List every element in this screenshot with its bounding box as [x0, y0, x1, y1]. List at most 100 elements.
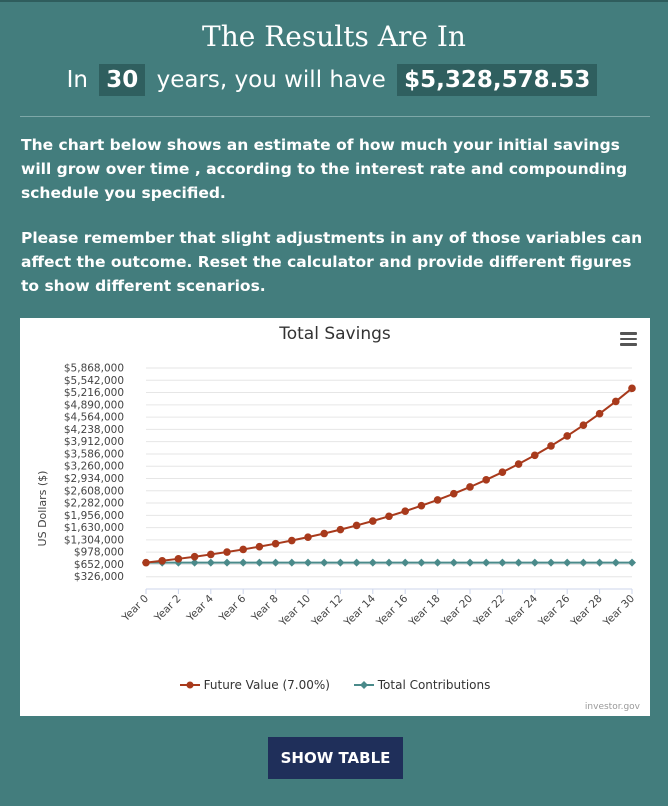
- data-point: [547, 442, 555, 450]
- data-point: [628, 384, 636, 393]
- data-point: [628, 558, 636, 567]
- data-point: [190, 552, 199, 561]
- y-tick-label: $4,890,000: [64, 399, 124, 411]
- data-point: [385, 512, 393, 521]
- data-point: [385, 558, 393, 567]
- data-point: [368, 558, 377, 567]
- data-point: [579, 421, 588, 429]
- data-point: [223, 548, 231, 556]
- chart-plot-area: $326,000$652,000$978,000$1,304,000$1,630…: [36, 363, 637, 630]
- top-border: [0, 0, 668, 2]
- legend-item-future-value[interactable]: Future Value (7.00%): [179, 678, 330, 692]
- data-point: [595, 409, 604, 418]
- data-point: [482, 558, 491, 567]
- data-point: [433, 558, 442, 567]
- y-tick-label: $978,000: [74, 547, 124, 559]
- data-point: [223, 558, 231, 567]
- data-point: [304, 558, 312, 567]
- y-tick-label: $1,956,000: [64, 510, 124, 522]
- data-point: [352, 558, 361, 567]
- page-title: The Results Are In: [202, 20, 466, 53]
- chart-title: Total Savings: [279, 324, 391, 344]
- reminder-paragraph: Please remember that slight adjustments …: [21, 229, 643, 295]
- x-tick-label: Year 20: [438, 593, 475, 630]
- data-point: [320, 558, 329, 567]
- summary-prefix: In: [66, 67, 88, 93]
- data-point: [466, 558, 474, 567]
- data-point: [498, 558, 507, 567]
- divider: [20, 116, 650, 117]
- x-tick-label: Year 30: [600, 593, 637, 630]
- years-value: 30: [99, 64, 146, 96]
- y-tick-label: $2,282,000: [64, 498, 124, 510]
- chart-legend: Future Value (7.00%) Total Contributions: [20, 678, 650, 693]
- x-tick-label: Year 28: [568, 593, 605, 630]
- x-tick-label: Year 6: [216, 592, 248, 624]
- data-point: [174, 555, 183, 563]
- legend-item-total-contributions[interactable]: Total Contributions: [353, 678, 490, 692]
- data-point: [336, 558, 345, 567]
- results-summary: In 30 years, you will have $5,328,578.53: [0, 64, 668, 97]
- x-tick-label: Year 10: [276, 593, 313, 630]
- data-point: [288, 536, 296, 545]
- chart-container: Total Savings $326,000 $652,000 $978,000 $1…: [20, 318, 650, 716]
- y-tick-label: $5,868,000: [64, 363, 124, 375]
- explanation-paragraph: The chart below shows an estimate of how…: [21, 136, 628, 202]
- x-tick-label: Year 26: [536, 592, 573, 629]
- x-tick-label: Year 4: [184, 592, 216, 624]
- y-tick-label: $5,542,000: [64, 375, 124, 387]
- x-tick-label: Year 18: [406, 593, 443, 630]
- data-point: [611, 558, 620, 567]
- data-point: [531, 451, 539, 460]
- y-tick-label: $1,304,000: [64, 534, 124, 546]
- legend-marker-total-contributions: [353, 681, 374, 689]
- final-amount: $5,328,578.53: [397, 64, 598, 96]
- data-point: [369, 517, 377, 525]
- y-tick-label: $5,216,000: [64, 387, 124, 399]
- data-point: [239, 545, 247, 554]
- x-tick-label: Year 12: [309, 593, 346, 630]
- y-tick-label: $3,260,000: [64, 461, 124, 473]
- y-tick-label: $1,630,000: [64, 522, 124, 534]
- data-point: [401, 507, 410, 515]
- x-tick-label: Year 14: [341, 592, 378, 629]
- y-tick-label: $2,608,000: [64, 485, 124, 497]
- chart-credit[interactable]: investor.gov: [584, 702, 640, 712]
- hamburger-menu-icon[interactable]: [620, 332, 637, 346]
- data-point: [498, 468, 507, 476]
- data-point: [255, 542, 264, 551]
- data-point: [466, 483, 474, 491]
- y-tick-label: $3,912,000: [64, 436, 124, 448]
- data-point: [271, 558, 280, 567]
- x-tick-label: Year 24: [503, 592, 540, 629]
- data-point: [336, 525, 345, 534]
- data-point: [612, 397, 620, 406]
- x-tick-label: Year 22: [471, 593, 508, 630]
- data-point: [547, 558, 555, 567]
- data-point: [401, 558, 410, 567]
- data-point: [239, 558, 248, 567]
- x-tick-label: Year 16: [374, 592, 411, 629]
- data-point: [190, 558, 199, 567]
- data-point: [449, 558, 458, 567]
- y-axis-title: US Dollars ($): [36, 471, 49, 547]
- y-tick-label: $652,000: [74, 559, 124, 571]
- legend-marker-future-value: [179, 681, 200, 689]
- data-point: [417, 558, 426, 567]
- data-point: [482, 476, 491, 484]
- data-point: [174, 558, 183, 567]
- series-line: [145, 387, 633, 564]
- data-point: [207, 550, 215, 559]
- data-point: [514, 460, 523, 468]
- y-tick-label: $4,238,000: [64, 424, 124, 436]
- data-point: [433, 496, 442, 504]
- data-point: [320, 529, 329, 538]
- data-point: [563, 432, 571, 440]
- show-table-button[interactable]: SHOW TABLE: [268, 737, 403, 779]
- data-point: [287, 558, 296, 567]
- data-point: [304, 533, 312, 541]
- data-point: [255, 558, 264, 567]
- data-point: [579, 558, 588, 567]
- legend-label-future-value: Future Value (7.00%): [203, 678, 330, 692]
- y-tick-label: $326,000: [74, 571, 124, 583]
